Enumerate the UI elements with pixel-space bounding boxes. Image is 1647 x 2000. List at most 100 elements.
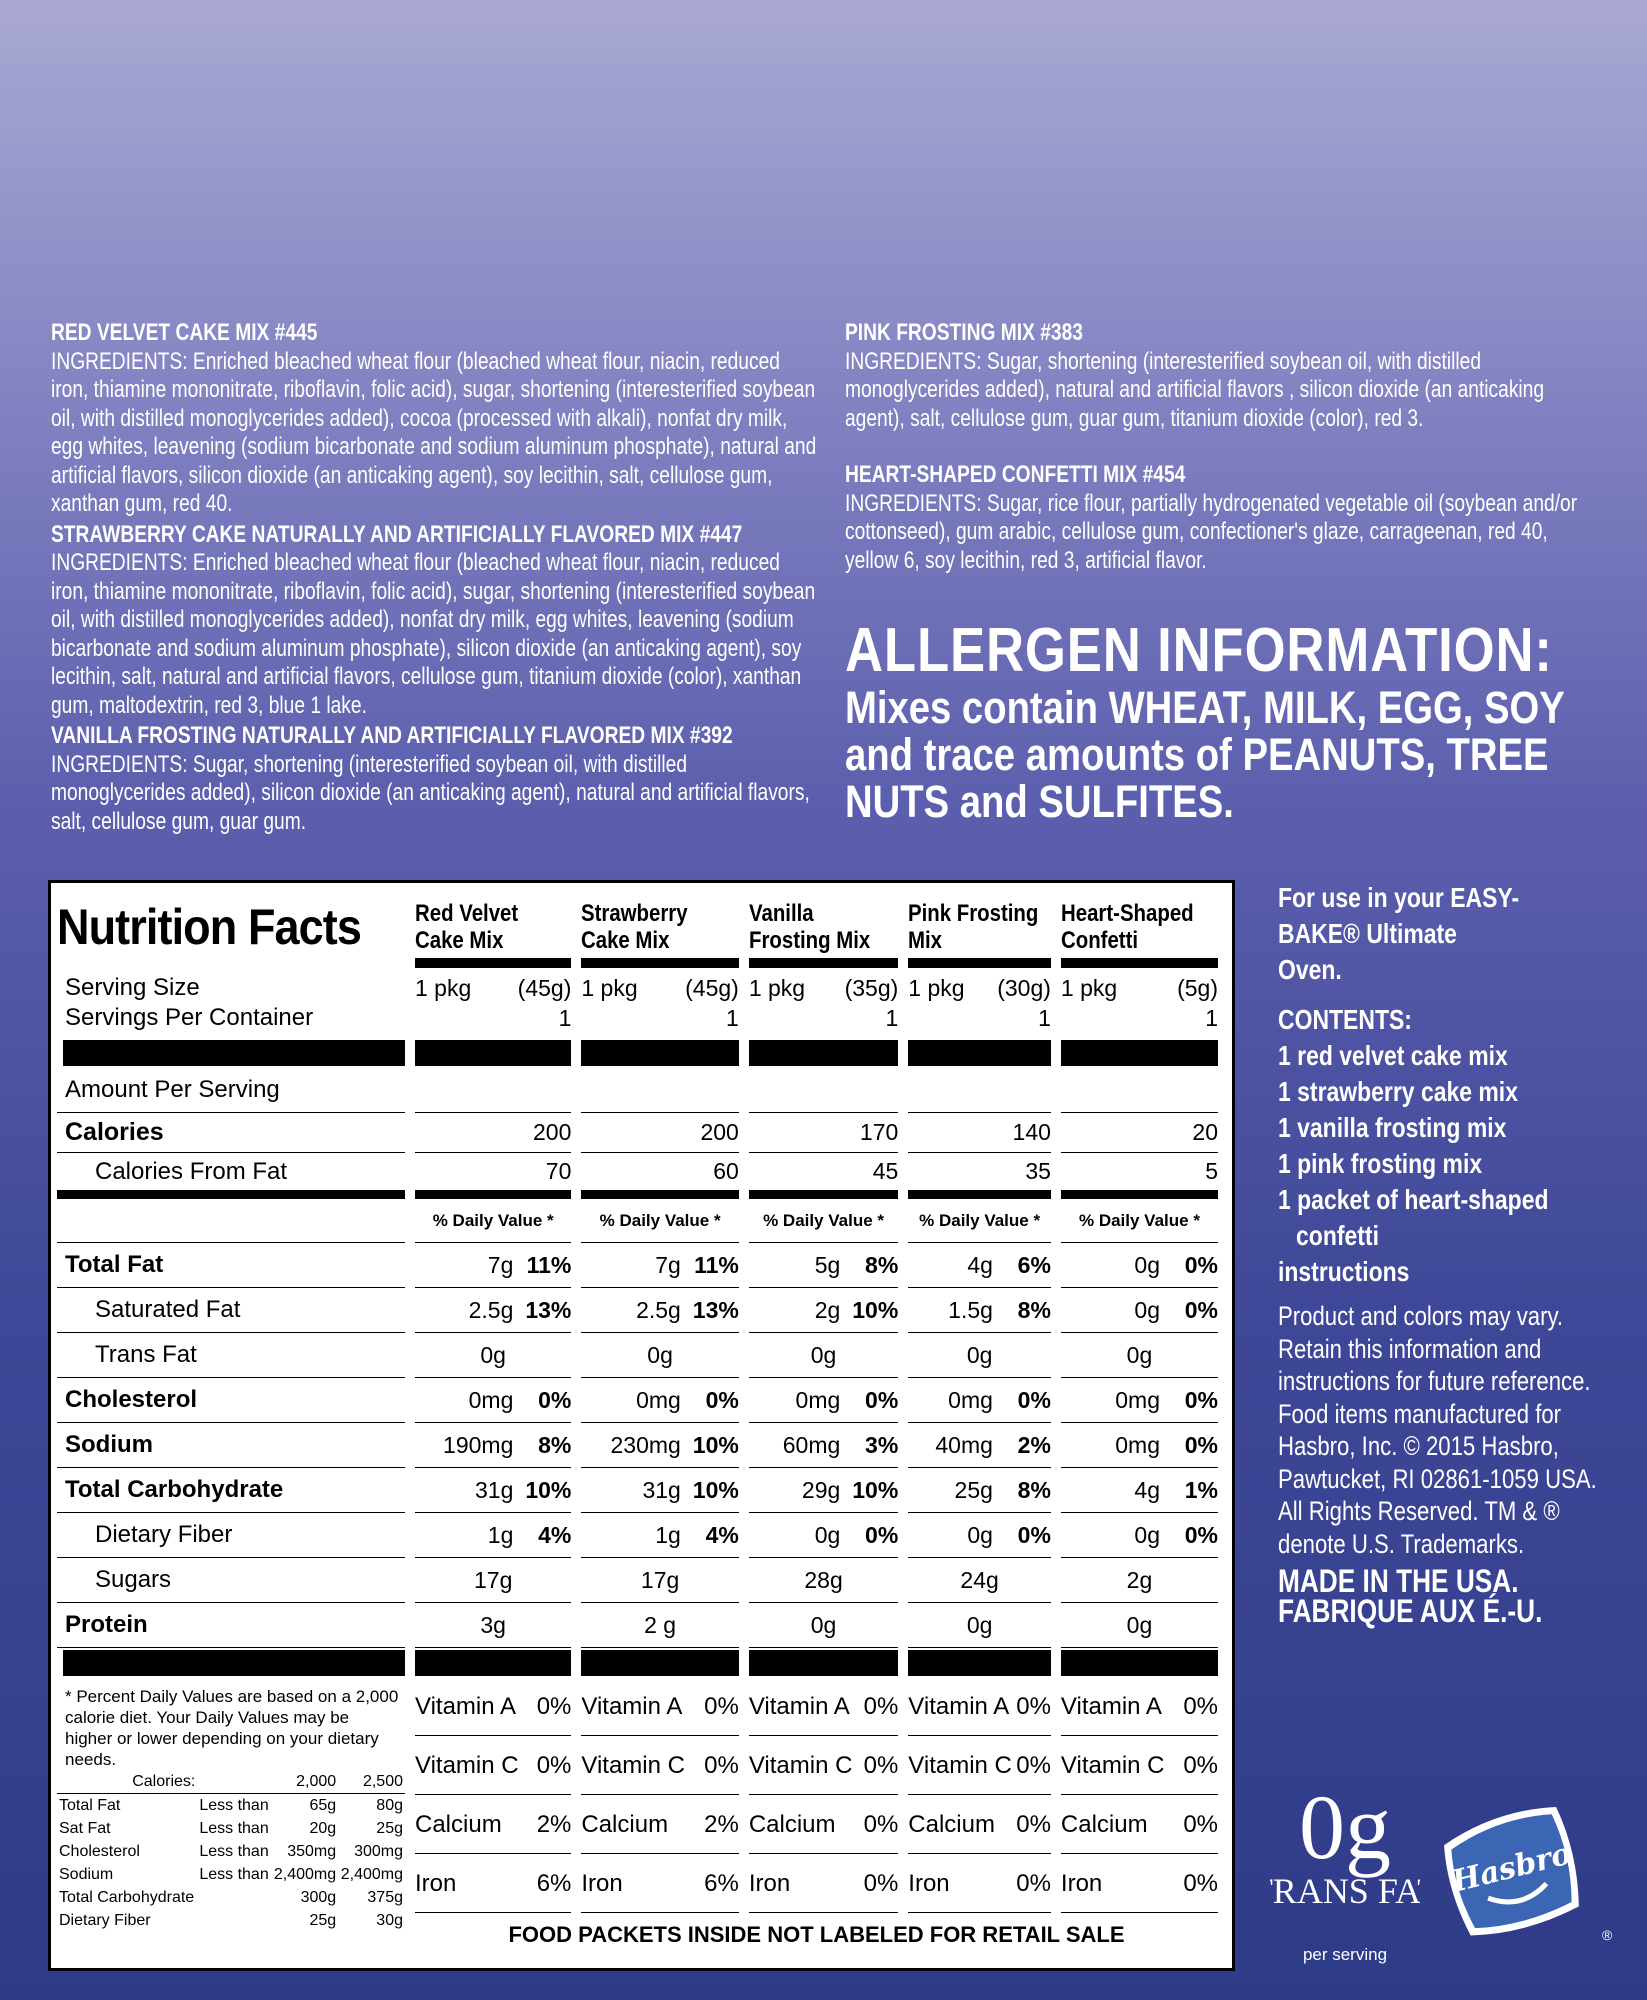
vitamin-name: Calcium xyxy=(908,1811,995,1838)
footnote-text: 80g xyxy=(376,1797,403,1814)
column-name: Red Velvet Cake Mix xyxy=(415,900,519,954)
nutrient-values: 0g xyxy=(749,1612,898,1639)
vitamin-value: 0% xyxy=(1016,1870,1051,1897)
table-row: Calories 200 200 170 140 20 xyxy=(57,1113,1218,1153)
cell: 200 xyxy=(581,1113,739,1153)
logo-smile xyxy=(1487,1881,1549,1905)
cell: Iron 6% xyxy=(581,1855,739,1914)
cell: 7g 11% xyxy=(415,1243,572,1288)
footnote-row: Sodium Less than 2,400mg 2,400mg xyxy=(57,1863,405,1886)
footnote-text: 20g xyxy=(309,1820,337,1837)
nutrient-amount: 0mg xyxy=(1115,1386,1160,1413)
trans-fat-logo: 0g TRANS FAT per serving xyxy=(1270,1776,1420,1964)
footnote-text: 25g xyxy=(376,1820,403,1837)
cell xyxy=(1060,1648,1218,1678)
vitamin: Calcium 0% xyxy=(748,1797,899,1854)
nutrient-dv: 2% xyxy=(1017,1431,1051,1458)
servings: 1 xyxy=(726,1005,739,1031)
made-in: MADE IN THE USA. FABRIQUE AUX É.-U. xyxy=(1278,1563,1543,1629)
cell: Trans Fat xyxy=(57,1333,405,1378)
nutrient-values: 7g 11% xyxy=(415,1252,572,1279)
vitamin-name: Calcium xyxy=(415,1811,502,1838)
cell: Calcium 0% xyxy=(748,1796,899,1855)
nutrient-dv: 13% xyxy=(525,1296,572,1323)
nutrient-amount: 1.5g xyxy=(948,1296,993,1323)
calories: 170 xyxy=(859,1119,899,1145)
vitamin-name: Iron xyxy=(581,1870,623,1897)
nutrient-amount: 0g xyxy=(1134,1521,1160,1548)
nutrient-amount: 2.5g xyxy=(636,1296,681,1323)
nutrient-amount: 0g xyxy=(647,1341,673,1368)
cell: 0g xyxy=(1060,1333,1218,1378)
nutrient-amount: 4g xyxy=(967,1251,993,1278)
vitamin-name: Vitamin C xyxy=(908,1752,1012,1779)
footnote-table: Calories: 2,000 2,500 Total Fat Less than 65g… xyxy=(57,1770,405,1932)
nutrient-amount: 60mg xyxy=(782,1431,841,1458)
nutrient-dv: 3% xyxy=(865,1431,899,1458)
nutrient-dv: 11% xyxy=(694,1251,739,1278)
nutrient-values: 0g 0% xyxy=(1061,1297,1218,1324)
serving: 1 pkg (30g) xyxy=(908,973,1051,1003)
cell: 60mg 3% xyxy=(748,1423,899,1468)
cell: 190mg 8% xyxy=(415,1423,572,1468)
bar xyxy=(415,1040,572,1066)
footnote-row: Total Fat Less than 65g 80g xyxy=(57,1794,405,1818)
vitamin: Vitamin A 0% xyxy=(748,1679,899,1736)
vitamin: Iron 6% xyxy=(581,1856,739,1913)
nutrient-amount: 29g xyxy=(801,1476,841,1503)
vitamin-value: 0% xyxy=(704,1752,739,1779)
vitamin: Iron 6% xyxy=(415,1856,572,1913)
nutrient-values: 0g xyxy=(908,1612,1051,1639)
contents-item: 1 vanilla frosting mix xyxy=(1278,1112,1507,1143)
nutrient-amount: 1g xyxy=(655,1521,681,1548)
footnote-cell: Less than xyxy=(197,1863,271,1886)
vitamin-name: Calcium xyxy=(581,1811,669,1838)
nutrient-amount: 0g xyxy=(1126,1611,1153,1638)
nutrient-amount: 0g xyxy=(1134,1296,1160,1323)
cell: Pink Frosting Mix xyxy=(908,885,1051,968)
serving: 1 pkg (45g) xyxy=(415,973,571,1003)
contents-item: 1 pink frosting mix xyxy=(1278,1148,1483,1179)
bar xyxy=(63,1650,405,1676)
nutrient-values: 0mg 0% xyxy=(908,1387,1051,1414)
nutrient-label: Trans Fat xyxy=(95,1341,197,1368)
nutrient-values: 0mg 0% xyxy=(1061,1432,1218,1459)
cell: * Percent Daily Values are based on a 2,… xyxy=(57,1678,405,1956)
footnote-row: Total Carbohydrate 300g 375g xyxy=(57,1886,405,1909)
amount-label: Amount Per Serving xyxy=(65,1076,280,1103)
cell: Calcium 2% xyxy=(415,1796,572,1855)
cell xyxy=(581,1068,739,1113)
cell xyxy=(908,1038,1051,1068)
nutrient-amount: 2g xyxy=(814,1296,841,1323)
cell xyxy=(415,1038,572,1068)
cell: % Daily Value * xyxy=(748,1199,899,1243)
servings: 1 xyxy=(558,1005,572,1031)
footnote-text: 2,500 xyxy=(362,1773,403,1790)
vitamin-name: Iron xyxy=(748,1870,791,1897)
nutrient-label: Cholesterol xyxy=(65,1386,198,1413)
cell: 0mg 0% xyxy=(1060,1423,1218,1468)
contents-item: 1 packet of heart-shaped confetti xyxy=(1278,1184,1549,1251)
nutrient-dv: 0% xyxy=(1184,1521,1218,1548)
nutrient-amount: 0g xyxy=(1126,1341,1153,1368)
cell: 1g 4% xyxy=(415,1513,572,1558)
footnote-text: Sat Fat xyxy=(59,1820,111,1837)
nutrient-values: 29g 10% xyxy=(749,1477,898,1504)
table-row: Vitamin C 0% Vitamin C 0% Vitamin C 0% Vitamin… xyxy=(57,1737,1218,1796)
calories-label: Calories xyxy=(65,1118,164,1146)
vitamin: Iron 0% xyxy=(748,1856,899,1913)
nutrient-dv: 8% xyxy=(1017,1296,1051,1323)
nutrient-amount: 0g xyxy=(480,1341,506,1368)
cell: 4g 6% xyxy=(908,1243,1051,1288)
vitamin: Vitamin A 0% xyxy=(1060,1679,1218,1736)
nutrient-amount: 5g xyxy=(814,1251,841,1278)
footnote-text: Less than xyxy=(199,1820,269,1837)
bar xyxy=(748,1650,899,1676)
ingredient-text: INGREDIENTS: Sugar, rice flour, partiall… xyxy=(845,489,1578,574)
footnote-text: 375g xyxy=(367,1889,403,1906)
nutrient-values: 24g xyxy=(908,1567,1051,1594)
serving-weight: (45g) xyxy=(685,975,739,1001)
cell: % Daily Value * xyxy=(415,1199,572,1243)
nutrition-title: Nutrition Facts xyxy=(57,898,362,955)
logo-shape xyxy=(1451,1814,1572,1929)
